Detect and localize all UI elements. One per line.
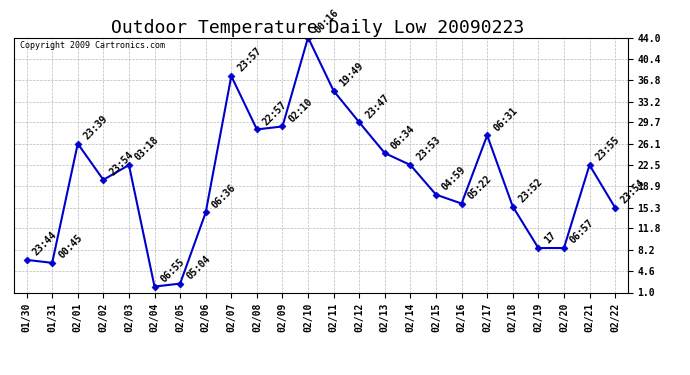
Text: 06:55: 06:55 [159,256,186,284]
Text: 06:34: 06:34 [389,123,417,151]
Text: 06:31: 06:31 [491,105,519,133]
Text: 23:55: 23:55 [593,135,622,163]
Text: Copyright 2009 Cartronics.com: Copyright 2009 Cartronics.com [20,41,165,50]
Text: 00:45: 00:45 [57,233,84,261]
Text: 23:47: 23:47 [364,92,391,120]
Text: 23:57: 23:57 [235,46,264,74]
Text: 06:36: 06:36 [210,182,238,210]
Text: 23:53: 23:53 [415,135,442,163]
Text: 23:52: 23:52 [517,177,545,204]
Text: 22:57: 22:57 [261,99,289,127]
Text: 23:44: 23:44 [31,230,59,258]
Text: 04:59: 04:59 [440,165,468,192]
Text: 06:57: 06:57 [568,218,596,246]
Text: Outdoor Temperature Daily Low 20090223: Outdoor Temperature Daily Low 20090223 [111,19,524,37]
Text: 05:22: 05:22 [466,174,493,201]
Text: 19:49: 19:49 [338,61,366,89]
Text: 03:18: 03:18 [133,135,161,163]
Text: 23:54: 23:54 [619,178,647,206]
Text: 05:04: 05:04 [184,254,212,282]
Text: 00:16: 00:16 [312,8,340,35]
Text: 02:10: 02:10 [286,96,315,124]
Text: 23:54: 23:54 [108,150,135,178]
Text: 17: 17 [542,231,558,246]
Text: 23:39: 23:39 [82,114,110,141]
